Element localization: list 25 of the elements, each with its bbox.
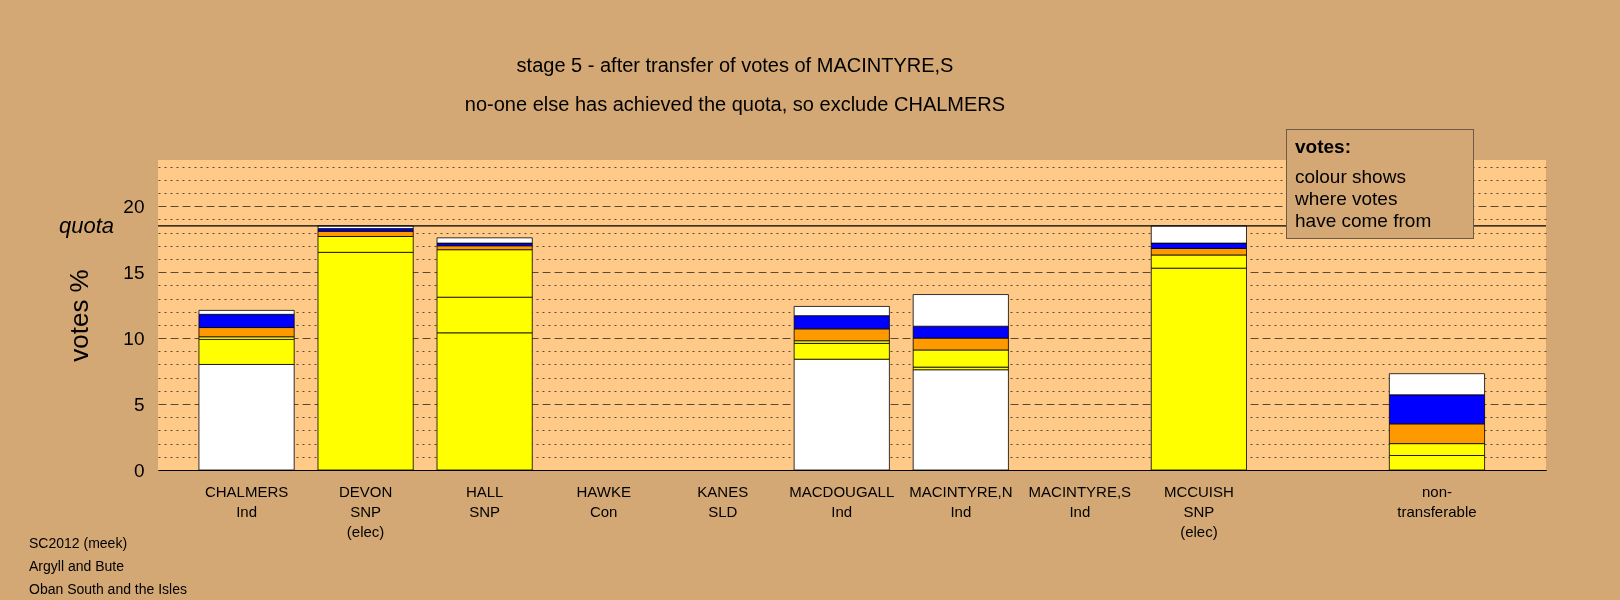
text: SC2012 (meek) xyxy=(29,535,128,551)
y-tick-label: 0 xyxy=(133,459,145,481)
x-tick-label: KANES SLD xyxy=(697,482,749,520)
x-tick-label: MCCUISH SNP (elec) xyxy=(1163,482,1234,540)
chart-subtitle: no-one else has achieved the quota, so exclude CHALMERS xyxy=(463,93,1007,116)
bar xyxy=(436,237,533,244)
y-tick-label: 10 xyxy=(123,327,145,349)
text: Argyll and Bute xyxy=(29,558,124,574)
text: Oban South and the Isles xyxy=(29,581,187,597)
y-tick-label: 5 xyxy=(133,393,145,415)
x-tick-label: HAWKE Con xyxy=(576,482,631,520)
ref-line-label: quota xyxy=(58,212,114,238)
x-tick-label: MACDOUGALL Ind xyxy=(789,482,895,520)
y-tick-label: 15 xyxy=(123,261,145,283)
x-tick-label: DEVON SNP (elec) xyxy=(338,482,393,540)
x-tick-label: MACINTYRE,S Ind xyxy=(1028,482,1132,520)
y-axis-title: votes % xyxy=(64,269,95,362)
x-tick-label: CHALMERS Ind xyxy=(204,482,289,520)
text: votes: xyxy=(1295,136,1352,158)
x-tick-label: HALL SNP xyxy=(465,482,504,520)
chart-title: stage 5 - after transfer of votes of MACINTYRE,S xyxy=(515,54,955,77)
x-tick-label: non- transferable xyxy=(1397,482,1477,520)
annotation: colour shows where votes have come from xyxy=(1295,166,1433,232)
x-tick-label: MACINTYRE,N Ind xyxy=(909,482,1013,520)
y-tick-label: 20 xyxy=(123,195,145,217)
